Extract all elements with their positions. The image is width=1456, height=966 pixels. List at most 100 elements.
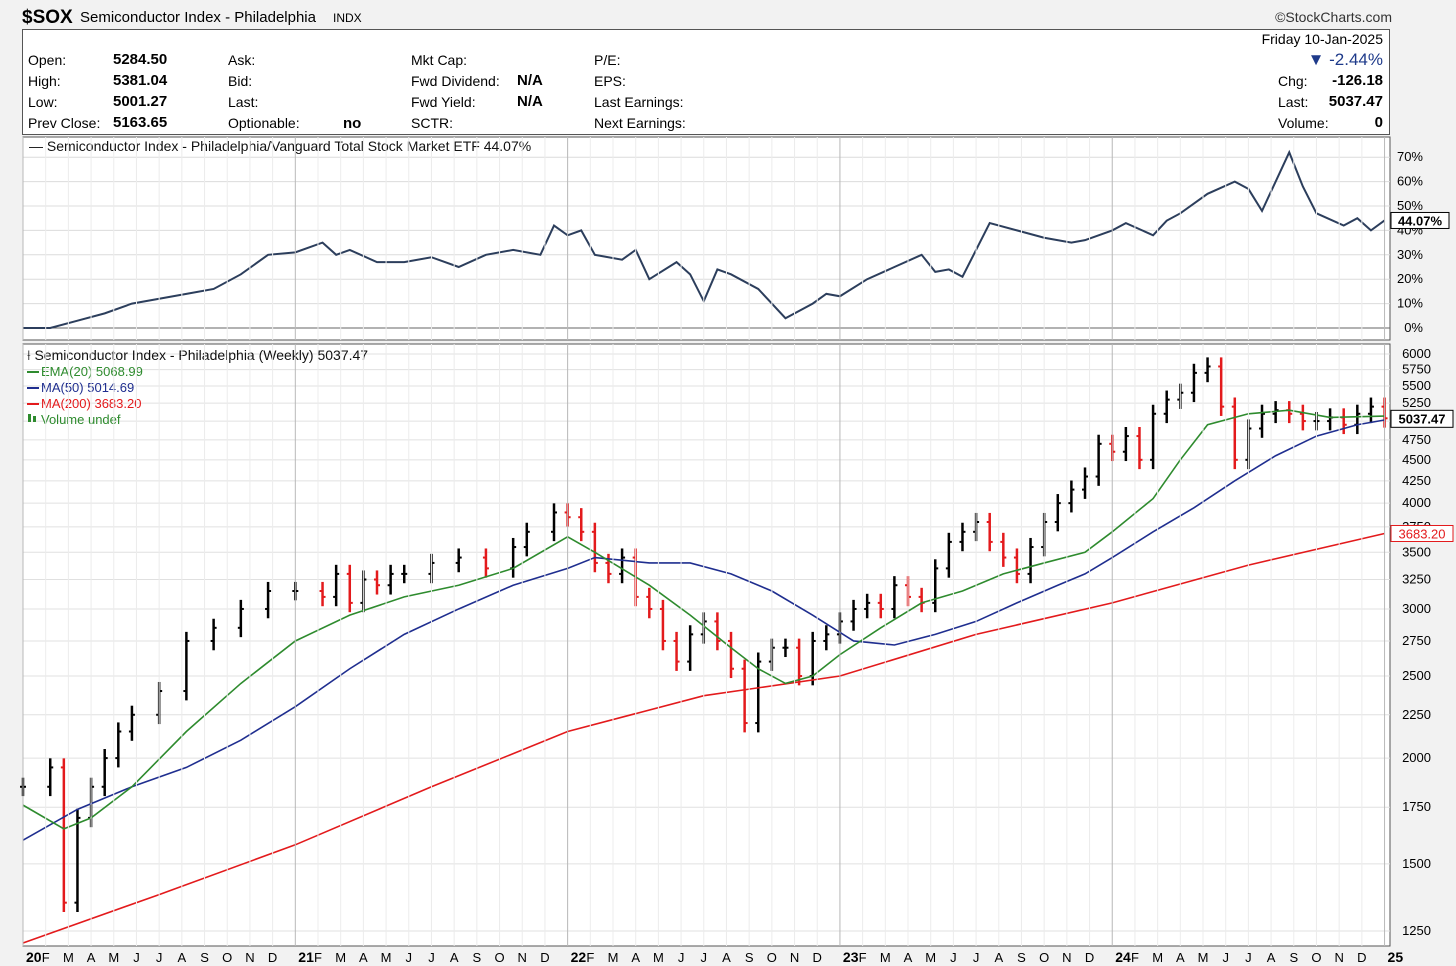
price-last-value: 5037.47: [1399, 411, 1446, 426]
x-tick-label: M: [108, 950, 119, 965]
x-axis: 20 F M A M J J A S O N D 21 F M A M J J A S O N D 22 F M A M J J A S O N D 2…: [22, 137, 1404, 965]
price-legend-title: ⟊ Semiconductor Index - Philadelphia (We…: [27, 347, 368, 363]
price-tick-label: 3000: [1402, 601, 1431, 616]
x-tick-label: 22: [571, 949, 587, 965]
price-tick-label: 2750: [1402, 633, 1431, 648]
last-value: 5037.47: [1328, 93, 1383, 110]
x-tick-label: N: [1062, 950, 1071, 965]
x-tick-label: 21: [298, 949, 314, 965]
legend-swatch: [28, 414, 31, 422]
x-tick-label: 24: [1115, 949, 1131, 965]
price-tick-label: 5250: [1402, 395, 1431, 410]
ma200-last-badge: [1390, 524, 1454, 542]
ratio-tick-label: 50%: [1397, 198, 1423, 213]
x-tick-label: J: [1245, 950, 1252, 965]
ma50-line: [22, 419, 1385, 841]
percent-change: ▼ -2.44%: [1307, 50, 1383, 69]
x-tick-label: N: [790, 950, 799, 965]
x-tick-label: A: [450, 950, 459, 965]
optionable-value: no: [343, 115, 362, 132]
legend-entry: MA(50) 5014.69: [41, 380, 134, 395]
x-tick-label: F: [1131, 950, 1139, 965]
open-label: Open:: [28, 52, 67, 68]
x-tick-label: D: [268, 950, 277, 965]
sctr-label: SCTR:: [411, 115, 453, 131]
ratio-tick-label: 10%: [1397, 296, 1423, 311]
price-tick-label: 1750: [1402, 799, 1431, 814]
x-tick-label: S: [1289, 950, 1298, 965]
security-name: Semiconductor Index - Philadelphia: [80, 9, 316, 26]
price-tick-label: 4500: [1402, 452, 1431, 467]
x-tick-label: A: [904, 950, 913, 965]
x-tick-label: M: [880, 950, 891, 965]
next-earnings-label: Next Earnings:: [594, 115, 686, 131]
x-tick-label: J: [156, 950, 163, 965]
price-tick-label: 1500: [1402, 856, 1431, 871]
high-label: High:: [28, 73, 61, 89]
x-tick-label: D: [1357, 950, 1366, 965]
prev-close-value: 5163.65: [113, 114, 168, 131]
x-tick-label: O: [222, 950, 232, 965]
brand-link[interactable]: ©StockCharts.com: [1275, 9, 1392, 25]
x-tick-label: D: [540, 950, 549, 965]
ratio-tick-label: 70%: [1397, 149, 1423, 164]
x-tick-label: O: [767, 950, 777, 965]
chg-label: Chg:: [1278, 73, 1308, 89]
x-tick-label: A: [87, 950, 96, 965]
price-tick-label: 2250: [1402, 707, 1431, 722]
quote-panel: Open: 5284.50 High: 5381.04 Low: 5001.27…: [22, 29, 1390, 135]
x-tick-label: A: [359, 950, 368, 965]
exchange-label: INDX: [333, 11, 362, 25]
ratio-tick-label: 0%: [1404, 320, 1423, 335]
open-value: 5284.50: [113, 51, 168, 68]
eps-label: EPS:: [594, 73, 626, 89]
high-value: 5381.04: [113, 72, 168, 89]
quote-date: Friday 10-Jan-2025: [1261, 31, 1383, 47]
x-tick-label: F: [859, 950, 867, 965]
x-tick-label: J: [133, 950, 140, 965]
x-tick-label: J: [950, 950, 957, 965]
prev-close-label: Prev Close:: [28, 115, 101, 131]
x-tick-label: M: [335, 950, 346, 965]
x-tick-label: J: [428, 950, 435, 965]
price-tick-label: 3250: [1402, 572, 1431, 587]
x-tick-label: A: [1267, 950, 1276, 965]
x-tick-label: N: [1334, 950, 1343, 965]
last-label-mid: Last:: [228, 94, 259, 110]
price-tick-label: 4250: [1402, 473, 1431, 488]
x-tick-label: 25: [1388, 949, 1404, 965]
x-tick-label: A: [722, 950, 731, 965]
low-label: Low:: [28, 94, 58, 110]
fwd-dividend-label: Fwd Dividend:: [411, 73, 500, 89]
legend-entry: Volume undef: [41, 412, 121, 427]
x-tick-label: J: [973, 950, 980, 965]
x-tick-label: A: [994, 950, 1003, 965]
price-tick-label: 5500: [1402, 378, 1431, 393]
x-tick-label: F: [42, 950, 50, 965]
optionable-label: Optionable:: [228, 115, 300, 131]
x-tick-label: M: [608, 950, 619, 965]
ratio-tick-label: 20%: [1397, 271, 1423, 286]
x-tick-label: A: [1176, 950, 1185, 965]
ratio-plot-area: [22, 136, 1391, 341]
ratio-tick-label: 60%: [1397, 174, 1423, 189]
price-tick-label: 5750: [1402, 362, 1431, 377]
x-tick-label: 20: [26, 949, 42, 965]
x-tick-label: M: [1152, 950, 1163, 965]
chg-value: -126.18: [1332, 72, 1383, 89]
fwd-yield-label: Fwd Yield:: [411, 94, 476, 110]
x-tick-label: S: [200, 950, 209, 965]
volume-label: Volume:: [1278, 115, 1329, 131]
ratio-legend: — Semiconductor Index - Philadelphia/Van…: [29, 138, 531, 154]
volume-value: 0: [1374, 114, 1383, 131]
last-label: Last:: [1278, 94, 1309, 110]
x-tick-label: O: [1311, 950, 1321, 965]
x-tick-label: S: [473, 950, 482, 965]
x-tick-label: N: [518, 950, 527, 965]
x-tick-label: S: [745, 950, 754, 965]
legend-entry: EMA(20) 5068.99: [41, 364, 143, 379]
x-tick-label: M: [925, 950, 936, 965]
x-tick-label: J: [1222, 950, 1229, 965]
